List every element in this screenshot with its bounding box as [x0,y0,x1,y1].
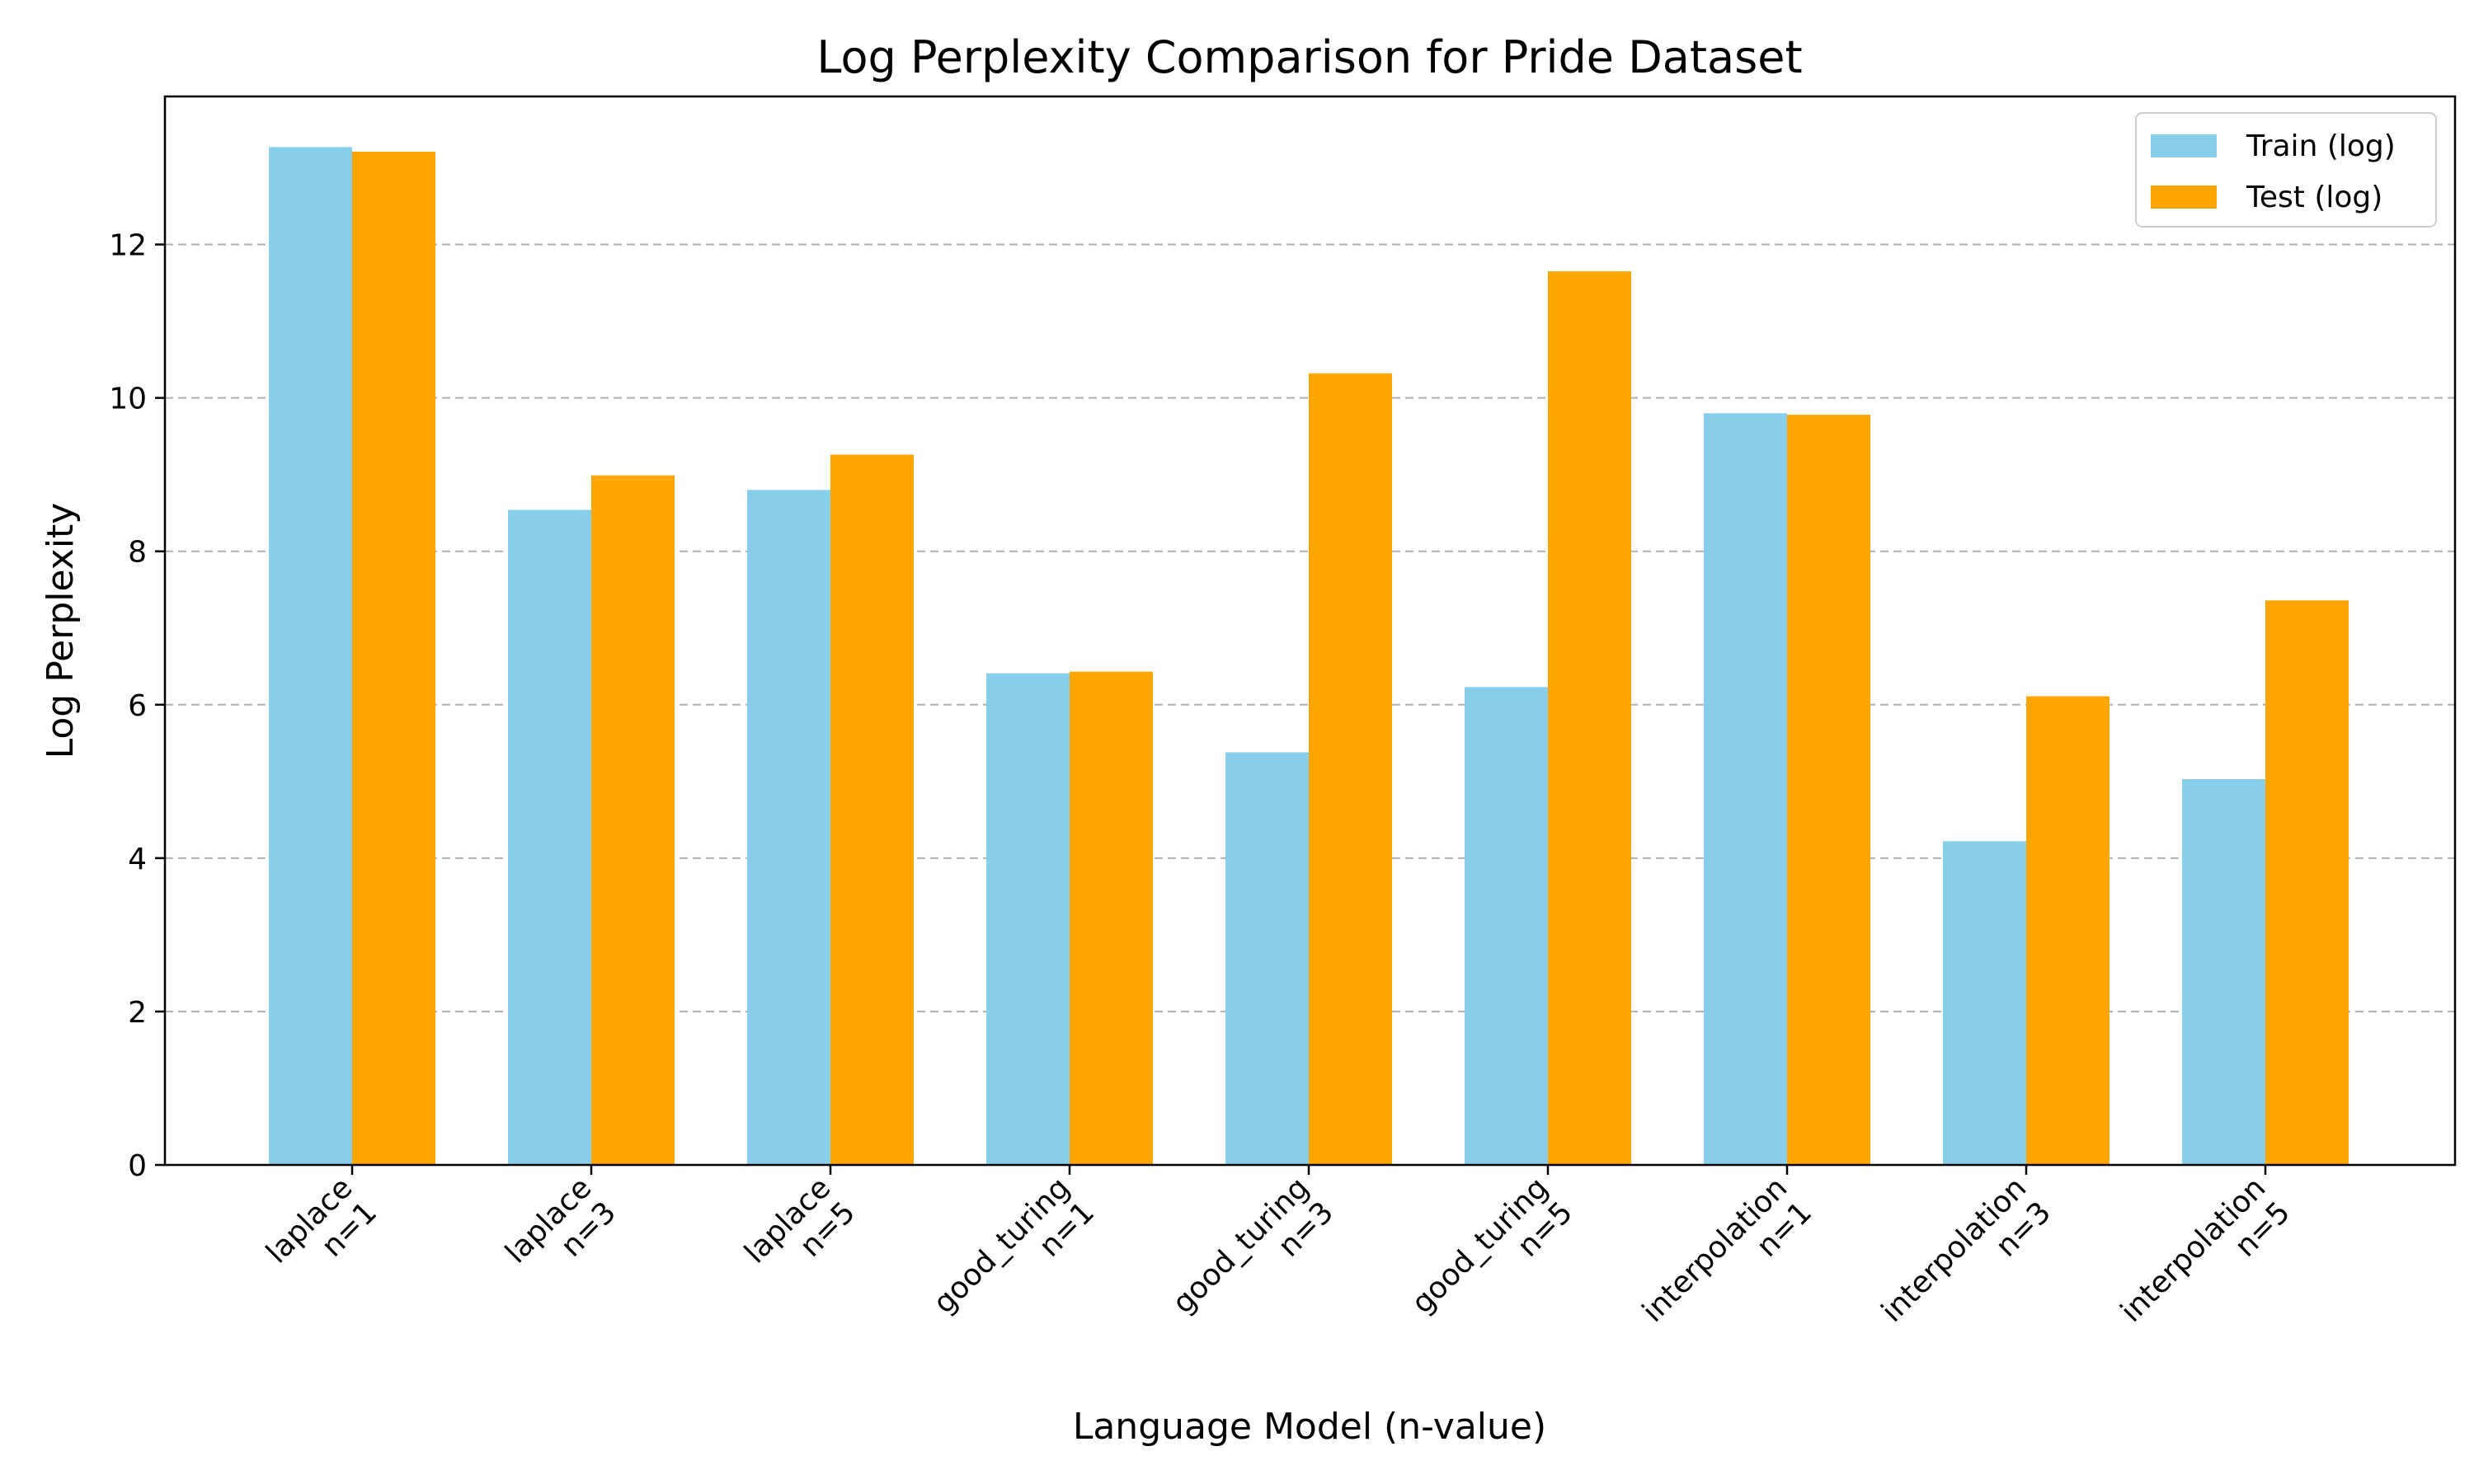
x-tick-label-text: interpolationn=5 [2114,1171,2297,1353]
x-tick-label: good_turingn=3 [1166,1171,1340,1345]
x-tick-label-text: good_turingn=1 [927,1171,1101,1345]
bar-train [1465,687,1548,1165]
bar-test [1548,271,1631,1165]
x-tick-label-text: interpolationn=1 [1636,1171,1818,1353]
x-tick-label: interpolationn=3 [1875,1171,2058,1353]
x-tick-label-text: laplacen=5 [738,1171,862,1294]
bar-train [2182,779,2265,1165]
y-tick-label: 4 [128,843,147,876]
legend-swatch [2151,134,2217,157]
legend-label: Test (log) [2246,181,2382,214]
x-tick-label-text: interpolationn=3 [1875,1171,2058,1353]
x-axis-label: Language Model (n-value) [1073,1406,1546,1448]
bar-train [747,490,830,1165]
x-tick-label: interpolationn=5 [2114,1171,2297,1353]
x-tick-label: interpolationn=1 [1636,1171,1818,1353]
x-tick-label: laplacen=3 [499,1171,623,1294]
x-axis-ticks: laplacen=1 laplacen=3 laplacen=5 good_turin… [260,1165,2297,1353]
x-tick-label-text: good_turingn=5 [1405,1171,1579,1345]
x-tick-label: laplacen=5 [738,1171,862,1294]
bars [269,147,2349,1166]
x-tick-label-text: laplacen=1 [260,1171,383,1294]
y-tick-label: 10 [109,383,147,416]
bar-train [269,147,352,1165]
x-tick-label: good_turingn=5 [1405,1171,1579,1345]
legend-label: Train (log) [2246,129,2396,163]
x-tick-label-text: laplacen=3 [499,1171,623,1294]
bar-test [352,151,435,1166]
bar-train [508,510,591,1165]
bar-test [1070,671,1153,1165]
bar-train [1225,752,1309,1165]
x-tick-label-text: good_turingn=3 [1166,1171,1340,1345]
bar-test [591,475,675,1165]
y-axis-ticks: 0 2 4 6 8 10 12 [109,229,165,1183]
bar-test [2265,600,2349,1165]
y-tick-label: 6 [128,689,147,723]
bar-test [2026,696,2109,1165]
x-tick-label: good_turingn=1 [927,1171,1101,1345]
legend-swatch [2151,186,2217,209]
y-tick-label: 8 [128,536,147,570]
y-tick-label: 0 [128,1149,147,1183]
chart-title: Log Perplexity Comparison for Pride Data… [816,31,1802,83]
bar-test [830,454,914,1165]
legend: Train (log) Test (log) [2135,112,2437,228]
bar-test [1787,415,1870,1165]
bar-test [1309,373,1392,1165]
bar-train [1704,413,1787,1165]
y-tick-label: 12 [109,229,147,263]
x-tick-label: laplacen=1 [260,1171,383,1294]
plot-area-frame [163,95,2457,1167]
bar-train [986,673,1070,1165]
y-tick-label: 2 [128,996,147,1030]
y-axis-label: Log Perplexity [40,503,82,759]
bar-train [1943,841,2026,1165]
